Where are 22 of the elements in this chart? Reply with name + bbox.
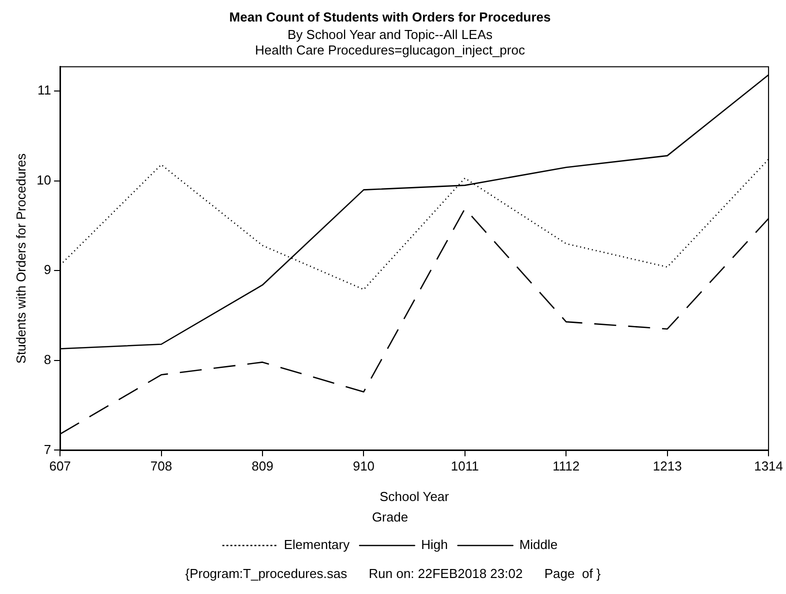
legend-label: High <box>421 537 448 552</box>
y-tick-label: 11 <box>38 82 52 98</box>
y-tick-label: 9 <box>44 262 52 278</box>
y-tick-label: 7 <box>44 442 52 457</box>
legend-label: Elementary <box>284 537 350 552</box>
y-tick-label: 10 <box>36 172 52 188</box>
x-tick-label: 607 <box>49 458 71 474</box>
x-tick-label: 910 <box>352 458 375 474</box>
x-tick-label: 1112 <box>552 458 580 474</box>
x-tick-label: 708 <box>150 458 172 474</box>
x-tick-label: 1011 <box>450 458 479 474</box>
x-axis-title: School Year <box>380 489 450 504</box>
x-tick-label: 1314 <box>754 458 783 474</box>
y-tick-label: 8 <box>44 352 52 367</box>
x-tick-label: 809 <box>252 458 274 474</box>
text: {Program:T_procedures.sas Run on: 22FEB2018 23:02 Page of } <box>184 566 602 581</box>
x-tick-label: 1213 <box>652 458 682 474</box>
legend-label: Middle <box>519 537 558 552</box>
y-axis-title: Students with Orders for Procedures <box>13 152 28 364</box>
chart-title: Mean Count of Students with Orders for Procedures <box>229 9 551 24</box>
chart-subtitle: By School Year and Topic--All LEAs Health Care Procedures=glucagon_inject_proc <box>255 26 526 58</box>
legend-title: Grade <box>372 509 408 524</box>
